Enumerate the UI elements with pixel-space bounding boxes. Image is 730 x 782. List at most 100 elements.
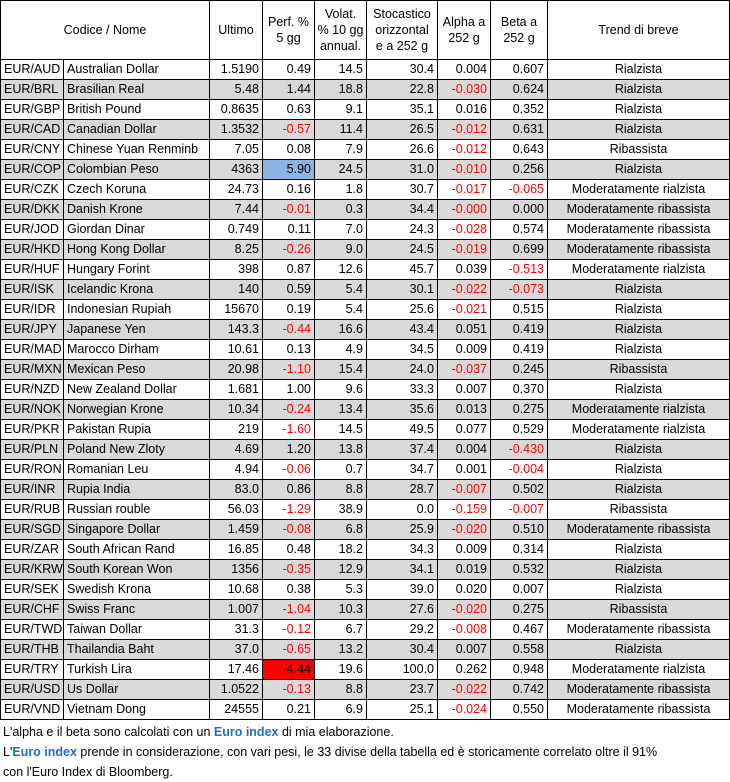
cell-last: 56.03 bbox=[209, 499, 263, 520]
cell-stochastic: 22.8 bbox=[366, 79, 438, 100]
cell-volatility: 14.5 bbox=[314, 419, 367, 440]
cell-stochastic: 34.4 bbox=[366, 199, 438, 220]
cell-last: 17.46 bbox=[209, 659, 263, 680]
cell-last: 4.69 bbox=[209, 439, 263, 460]
cell-alpha: -0.020 bbox=[437, 519, 491, 540]
cell-alpha: -0.012 bbox=[437, 139, 491, 160]
cell-last: 7.44 bbox=[209, 199, 263, 220]
cell-perf: -1.04 bbox=[262, 599, 315, 620]
cell-code: EUR/PKR bbox=[0, 419, 64, 440]
euro-index-link-2: Euro index bbox=[12, 745, 77, 759]
cell-name: Hong Kong Dollar bbox=[63, 239, 210, 260]
cell-trend: Rialzista bbox=[547, 159, 730, 180]
cell-volatility: 6.7 bbox=[314, 619, 367, 640]
cell-beta: 0.624 bbox=[490, 79, 548, 100]
cell-alpha: 0.009 bbox=[437, 339, 491, 360]
table-row: EUR/USD Us Dollar 1.0522 -0.13 8.8 23.7 -0.022… bbox=[0, 679, 730, 700]
cell-volatility: 9.0 bbox=[314, 239, 367, 260]
table-row: EUR/ZAR South African Rand 16.85 0.48 18.2 34… bbox=[0, 539, 730, 560]
cell-code: EUR/ZAR bbox=[0, 539, 64, 560]
cell-trend: Rialzista bbox=[547, 119, 730, 140]
cell-trend: Rialzista bbox=[547, 539, 730, 560]
cell-beta: 0.256 bbox=[490, 159, 548, 180]
table-row: EUR/TWD Taiwan Dollar 31.3 -0.12 6.7 29.2 -0.0… bbox=[0, 619, 730, 640]
cell-name: South African Rand bbox=[63, 539, 210, 560]
cell-code: EUR/VND bbox=[0, 699, 64, 720]
cell-stochastic: 25.1 bbox=[366, 699, 438, 720]
table-row: EUR/NZD New Zealand Dollar 1.681 1.00 9.6 33.… bbox=[0, 379, 730, 400]
cell-alpha: 0.039 bbox=[437, 259, 491, 280]
cell-volatility: 8.8 bbox=[314, 679, 367, 700]
cell-code: EUR/RUB bbox=[0, 499, 64, 520]
cell-beta: 0.742 bbox=[490, 679, 548, 700]
cell-last: 0.8635 bbox=[209, 99, 263, 120]
cell-last: 7.05 bbox=[209, 139, 263, 160]
cell-stochastic: 26.5 bbox=[366, 119, 438, 140]
cell-alpha: -0.030 bbox=[437, 79, 491, 100]
cell-trend: Rialzista bbox=[547, 319, 730, 340]
cell-name: Pakistan Rupia bbox=[63, 419, 210, 440]
cell-name: Canadian Dollar bbox=[63, 119, 210, 140]
cell-volatility: 18.2 bbox=[314, 539, 367, 560]
cell-volatility: 15.4 bbox=[314, 359, 367, 380]
cell-stochastic: 30.4 bbox=[366, 639, 438, 660]
cell-beta: 0.275 bbox=[490, 599, 548, 620]
cell-name: Icelandic Krona bbox=[63, 279, 210, 300]
cell-code: EUR/HKD bbox=[0, 239, 64, 260]
cell-perf: 0.49 bbox=[262, 59, 315, 80]
cell-name: South Korean Won bbox=[63, 559, 210, 580]
table-row: EUR/CHF Swiss Franc 1.007 -1.04 10.3 27.6 -0.0… bbox=[0, 599, 730, 620]
cell-perf: 0.16 bbox=[262, 179, 315, 200]
cell-perf: -0.35 bbox=[262, 559, 315, 580]
table-row: EUR/THB Thailandia Baht 37.0 -0.65 13.2 30.4 0… bbox=[0, 639, 730, 660]
cell-stochastic: 34.1 bbox=[366, 559, 438, 580]
cell-name: Singapore Dollar bbox=[63, 519, 210, 540]
cell-last: 1356 bbox=[209, 559, 263, 580]
cell-volatility: 5.3 bbox=[314, 579, 367, 600]
cell-name: Thailandia Baht bbox=[63, 639, 210, 660]
cell-last: 31.3 bbox=[209, 619, 263, 640]
cell-volatility: 0.7 bbox=[314, 459, 367, 480]
cell-beta: 0.607 bbox=[490, 59, 548, 80]
cell-perf: 5.90 bbox=[262, 159, 315, 180]
cell-alpha: -0.020 bbox=[437, 599, 491, 620]
header-last: Ultimo bbox=[209, 0, 263, 60]
header-trend: Trend di breve bbox=[547, 0, 730, 60]
cell-code: EUR/NOK bbox=[0, 399, 64, 420]
cell-alpha: 0.007 bbox=[437, 639, 491, 660]
cell-volatility: 7.0 bbox=[314, 219, 367, 240]
cell-name: Russian rouble bbox=[63, 499, 210, 520]
cell-stochastic: 30.1 bbox=[366, 279, 438, 300]
cell-perf: -0.12 bbox=[262, 619, 315, 640]
cell-beta: -0.065 bbox=[490, 179, 548, 200]
cell-perf: 0.63 bbox=[262, 99, 315, 120]
cell-volatility: 0.3 bbox=[314, 199, 367, 220]
cell-last: 1.681 bbox=[209, 379, 263, 400]
table-row: EUR/RUB Russian rouble 56.03 -1.29 38.9 0.0 -0… bbox=[0, 499, 730, 520]
table-row: EUR/JPY Japanese Yen 143.3 -0.44 16.6 43.4 0.0… bbox=[0, 319, 730, 340]
cell-volatility: 6.8 bbox=[314, 519, 367, 540]
cell-name: New Zealand Dollar bbox=[63, 379, 210, 400]
cell-name: Mexican Peso bbox=[63, 359, 210, 380]
cell-last: 1.459 bbox=[209, 519, 263, 540]
cell-alpha: 0.007 bbox=[437, 379, 491, 400]
cell-alpha: -0.012 bbox=[437, 119, 491, 140]
cell-alpha: -0.010 bbox=[437, 159, 491, 180]
cell-code: EUR/CHF bbox=[0, 599, 64, 620]
cell-alpha: -0.000 bbox=[437, 199, 491, 220]
cell-code: EUR/SGD bbox=[0, 519, 64, 540]
cell-code: EUR/CNY bbox=[0, 139, 64, 160]
header-name: Codice / Nome bbox=[0, 0, 210, 60]
cell-last: 37.0 bbox=[209, 639, 263, 660]
cell-volatility: 18.8 bbox=[314, 79, 367, 100]
cell-trend: Ribassista bbox=[547, 359, 730, 380]
cell-code: EUR/PLN bbox=[0, 439, 64, 460]
cell-last: 140 bbox=[209, 279, 263, 300]
cell-volatility: 13.2 bbox=[314, 639, 367, 660]
cell-perf: -0.06 bbox=[262, 459, 315, 480]
cell-last: 24555 bbox=[209, 699, 263, 720]
cell-code: EUR/GBP bbox=[0, 99, 64, 120]
cell-code: EUR/TRY bbox=[0, 659, 64, 680]
cell-code: EUR/THB bbox=[0, 639, 64, 660]
cell-alpha: -0.024 bbox=[437, 699, 491, 720]
